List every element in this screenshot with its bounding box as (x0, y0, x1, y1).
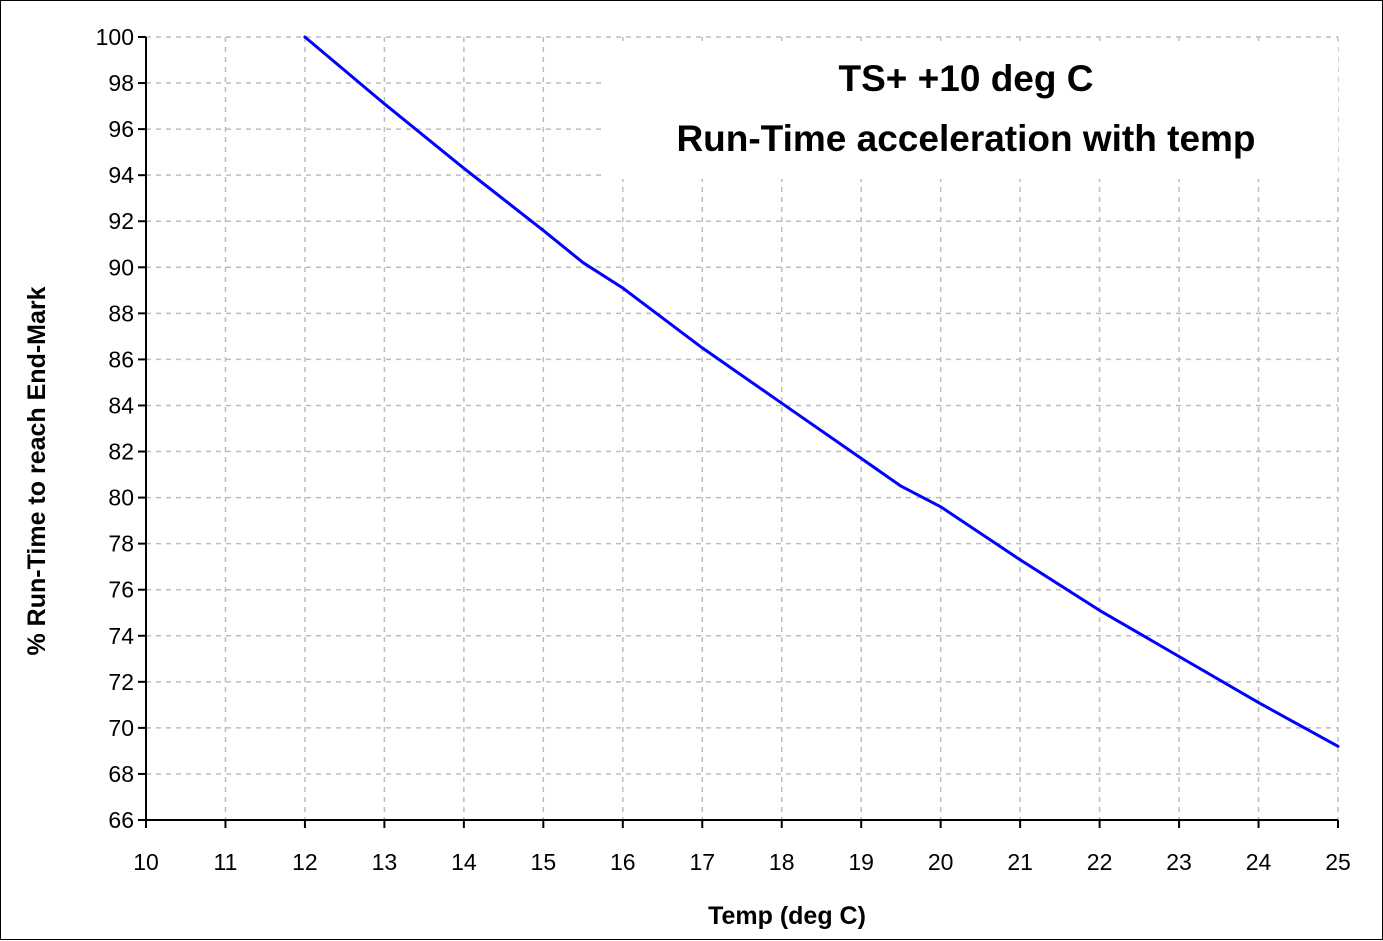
y-tick-label-84: 84 (108, 392, 134, 418)
x-axis-title: Temp (deg C) (708, 902, 866, 930)
series-layer (303, 35, 1340, 748)
y-tick-label-78: 78 (108, 531, 134, 557)
x-tick-label-16: 16 (610, 849, 636, 875)
y-tick-label-80: 80 (108, 485, 134, 511)
x-tick-label-12: 12 (292, 849, 318, 875)
y-tick-label-92: 92 (108, 208, 134, 234)
series-line-0 (303, 35, 1340, 748)
y-tick-label-90: 90 (108, 254, 134, 280)
y-tick-label-82: 82 (108, 439, 134, 465)
y-tick-label-68: 68 (108, 761, 134, 787)
y-axis-title: % Run-Time to reach End-Mark (23, 286, 51, 655)
chart-title-line-1: TS+ +10 deg C (839, 58, 1094, 99)
y-tick-label-94: 94 (108, 162, 134, 188)
y-tick-label-88: 88 (108, 300, 134, 326)
x-tick-label-10: 10 (133, 849, 159, 875)
tick-labels: 66 68 70 72 74 76 78 80 82 84 86 88 90 92 94 96 98 100 10 1… (96, 24, 1351, 875)
x-tick-label-14: 14 (451, 849, 477, 875)
x-tick-label-18: 18 (769, 849, 795, 875)
y-tick-label-96: 96 (108, 116, 134, 142)
x-tick-label-17: 17 (689, 849, 715, 875)
x-tick-label-21: 21 (1007, 849, 1033, 875)
y-tick-label-100: 100 (96, 24, 134, 50)
y-tick-label-76: 76 (108, 577, 134, 603)
y-tick-label-70: 70 (108, 715, 134, 741)
x-tick-label-20: 20 (928, 849, 954, 875)
x-tick-label-19: 19 (848, 849, 874, 875)
x-tick-label-13: 13 (372, 849, 398, 875)
y-tick-label-98: 98 (108, 70, 134, 96)
x-tick-label-15: 15 (531, 849, 557, 875)
x-tick-label-23: 23 (1166, 849, 1192, 875)
title-backdrop (603, 41, 1338, 179)
y-tick-label-66: 66 (108, 807, 134, 833)
x-tick-label-25: 25 (1325, 849, 1351, 875)
x-tick-label-24: 24 (1246, 849, 1272, 875)
title-background (603, 41, 1338, 179)
y-tick-label-86: 86 (108, 346, 134, 372)
y-tick-label-74: 74 (108, 623, 134, 649)
axes (138, 36, 1339, 828)
x-tick-label-22: 22 (1087, 849, 1113, 875)
x-tick-label-11: 11 (214, 849, 238, 875)
chart-title-line-2: Run-Time acceleration with temp (676, 118, 1255, 159)
y-tick-label-72: 72 (108, 669, 134, 695)
